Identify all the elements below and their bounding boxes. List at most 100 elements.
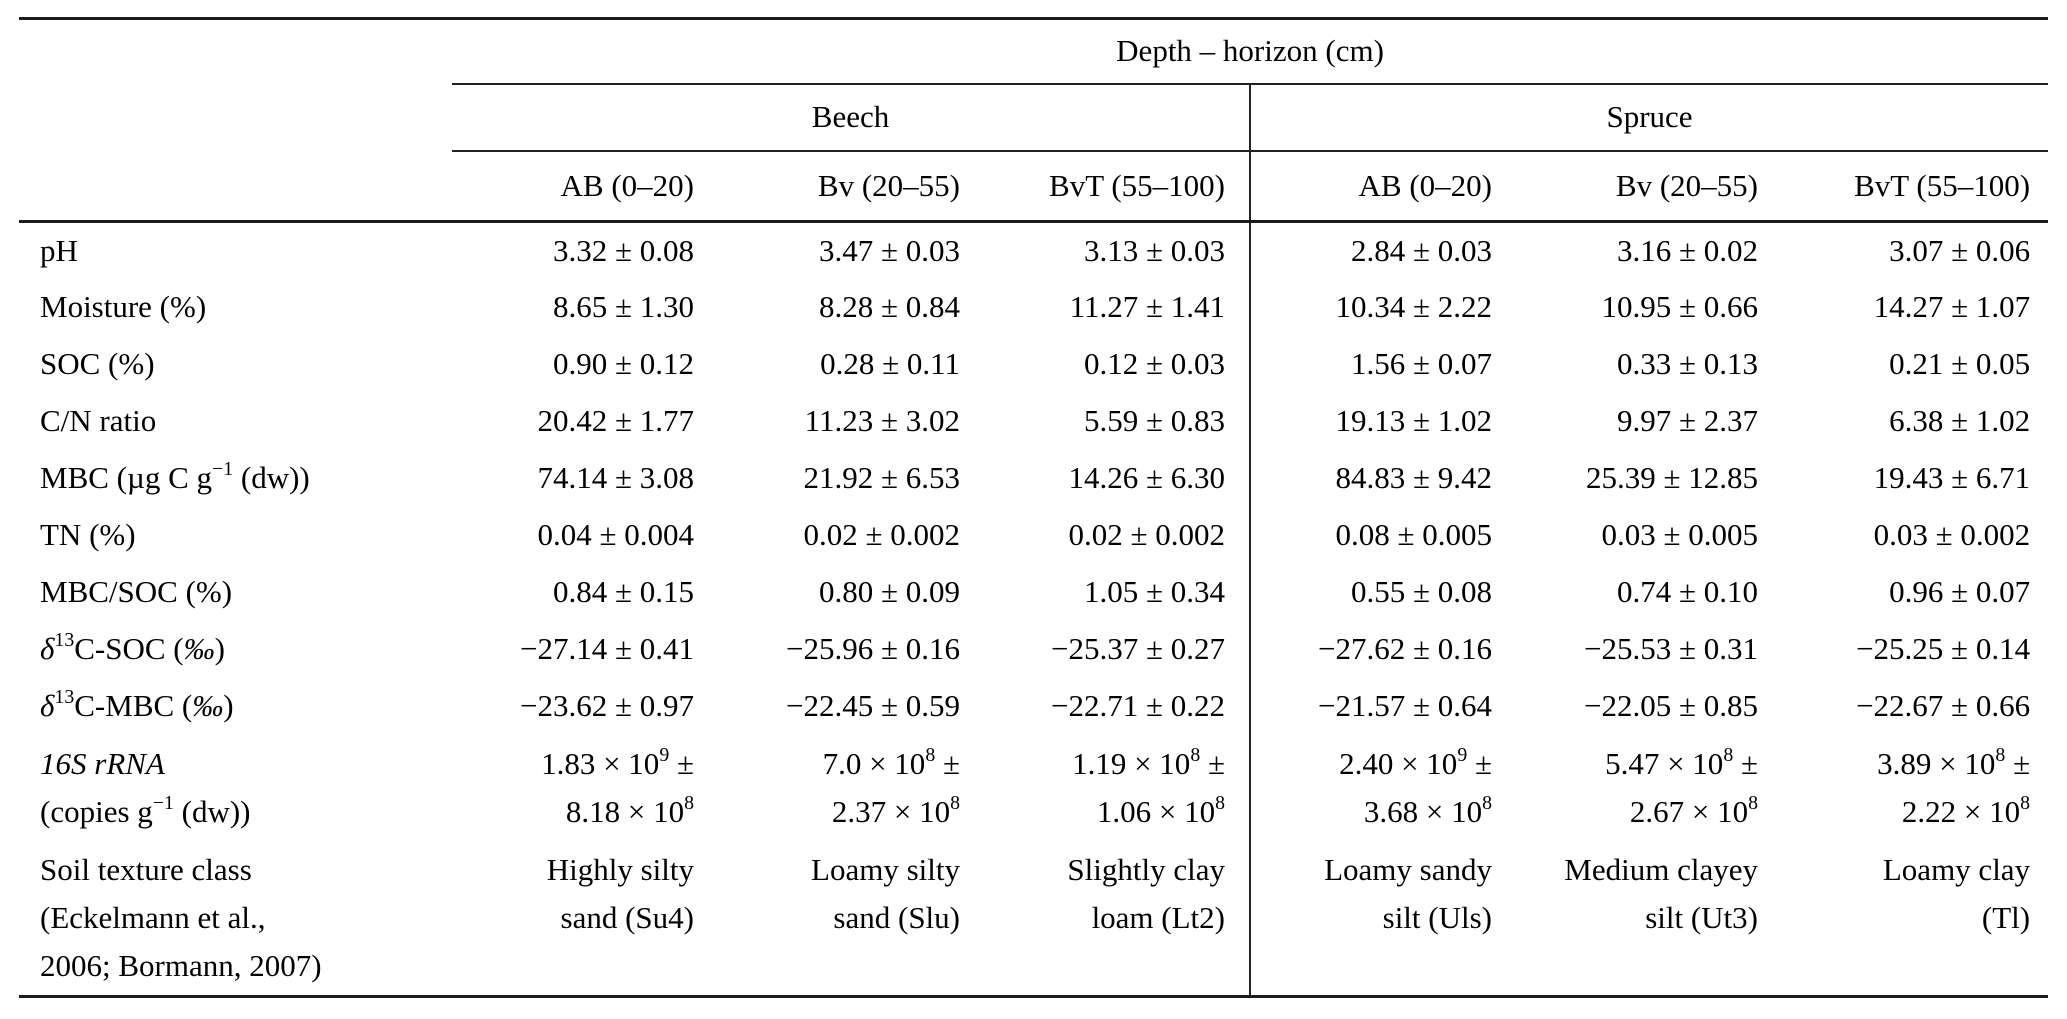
value-cell: 0.04 ± 0.004 bbox=[537, 517, 694, 552]
value-cell: 3.47 ± 0.03 bbox=[718, 220, 984, 279]
row-label-tn: TN (%) bbox=[40, 517, 136, 552]
value-cell: 25.39 ± 12.85 bbox=[1585, 460, 1758, 495]
value-cell: 0.02 ± 0.002 bbox=[1068, 517, 1225, 552]
value-cell: 0.12 ± 0.03 bbox=[1083, 346, 1225, 381]
value-cell: 1.56 ± 0.07 bbox=[1249, 335, 1516, 393]
column-header-beech-bv: Bv (20–55) bbox=[718, 149, 984, 222]
value-cell: −23.62 ± 0.97 bbox=[520, 688, 694, 723]
value-cell: 74.14 ± 3.08 bbox=[537, 460, 694, 495]
value-cell: 3.32 ± 0.08 bbox=[452, 220, 718, 279]
table-row-cn-ratio: C/N ratio 20.42 ± 1.77 11.23 ± 3.02 5.59 ± … bbox=[19, 392, 2048, 450]
value-cell: −25.25 ± 0.14 bbox=[1856, 631, 2031, 666]
row-label-cn-ratio: C/N ratio bbox=[40, 403, 157, 438]
table-body: pH 3.32 ± 0.08 3.47 ± 0.03 3.13 ± 0.03 2.84 … bbox=[19, 220, 2049, 998]
value-cell: Medium clayey silt (Ut3) bbox=[1516, 840, 1782, 998]
value-cell: 6.38 ± 1.02 bbox=[1889, 403, 2031, 438]
value-cell: −21.57 ± 0.64 bbox=[1249, 677, 1516, 735]
value-cell: 0.03 ± 0.002 bbox=[1873, 517, 2031, 552]
value-cell: −25.96 ± 0.16 bbox=[786, 631, 960, 666]
value-cell: Loamy sandy silt (Uls) bbox=[1249, 840, 1516, 998]
value-cell: 8.65 ± 1.30 bbox=[552, 289, 694, 324]
header-corner-cell bbox=[19, 84, 452, 151]
value-cell: −27.62 ± 0.16 bbox=[1249, 620, 1516, 678]
table-row-mbc-soc: MBC/SOC (%) 0.84 ± 0.15 0.80 ± 0.09 1.05 ± … bbox=[19, 563, 2048, 621]
value-cell: 9.97 ± 2.37 bbox=[1616, 403, 1758, 438]
value-cell: 0.55 ± 0.08 bbox=[1249, 563, 1516, 621]
column-header-spruce-bvt: BvT (55–100) bbox=[1782, 149, 2049, 222]
value-cell: 3.89 × 108 ±2.22 × 108 bbox=[1877, 743, 2031, 829]
value-cell: 3.07 ± 0.06 bbox=[1782, 220, 2049, 279]
table-row-d13c-mbc: δ13C-MBC (‰) −23.62 ± 0.97 −22.45 ± 0.59 −2… bbox=[19, 677, 2048, 735]
table-header: Depth – horizon (cm) Beech Spruce AB (0–… bbox=[19, 17, 2049, 222]
table-row-tn: TN (%) 0.04 ± 0.004 0.02 ± 0.002 0.02 ± 0.0… bbox=[19, 506, 2048, 564]
column-header-beech-ab: AB (0–20) bbox=[452, 149, 718, 222]
value-cell: 0.96 ± 0.07 bbox=[1889, 574, 2031, 609]
row-label-d13c-mbc: δ13C-MBC (‰) bbox=[40, 686, 234, 723]
value-cell: 19.43 ± 6.71 bbox=[1873, 460, 2031, 495]
row-label-16s-rrna: 16S rRNA (copies g−1 (dw)) bbox=[40, 745, 251, 829]
row-label-d13c-soc: δ13C-SOC (‰) bbox=[40, 629, 225, 666]
value-cell: 7.0 × 108 ±2.37 × 108 bbox=[822, 743, 960, 829]
table-row-moisture: Moisture (%) 8.65 ± 1.30 8.28 ± 0.84 11.27 … bbox=[19, 278, 2048, 336]
value-cell: 0.28 ± 0.11 bbox=[820, 346, 960, 381]
value-cell: 0.90 ± 0.12 bbox=[552, 346, 694, 381]
value-cell: 8.28 ± 0.84 bbox=[818, 289, 960, 324]
value-cell: −27.14 ± 0.41 bbox=[520, 631, 694, 666]
value-cell: −22.67 ± 0.66 bbox=[1856, 688, 2031, 723]
row-label-soc: SOC (%) bbox=[40, 346, 155, 381]
value-cell: 0.21 ± 0.05 bbox=[1889, 346, 2031, 381]
column-header-spruce-bv: Bv (20–55) bbox=[1516, 149, 1782, 222]
value-cell: 10.95 ± 0.66 bbox=[1601, 289, 1758, 324]
value-cell: 20.42 ± 1.77 bbox=[537, 403, 694, 438]
header-corner-cell bbox=[19, 151, 452, 222]
value-cell: 10.34 ± 2.22 bbox=[1249, 278, 1516, 336]
depth-header-row: Depth – horizon (cm) bbox=[19, 17, 2049, 84]
value-cell: −22.45 ± 0.59 bbox=[786, 688, 960, 723]
row-label-moisture: Moisture (%) bbox=[40, 289, 207, 324]
column-header-row: AB (0–20) Bv (20–55) BvT (55–100) AB (0–… bbox=[19, 149, 2049, 222]
value-cell: Slightly clay loam (Lt2) bbox=[984, 840, 1250, 998]
value-cell: −22.05 ± 0.85 bbox=[1584, 688, 1758, 723]
value-cell: −22.71 ± 0.22 bbox=[1051, 688, 1225, 723]
value-cell: 0.02 ± 0.002 bbox=[803, 517, 960, 552]
row-label-soil-texture: Soil texture class (Eckelmann et al., 2006… bbox=[19, 840, 452, 998]
row-label-ph: pH bbox=[19, 220, 452, 279]
group-header-spruce: Spruce bbox=[1248, 82, 2049, 151]
row-label-mbc: MBC (µg C g−1 (dw)) bbox=[40, 458, 310, 495]
depth-horizon-header: Depth – horizon (cm) bbox=[452, 17, 2049, 84]
value-cell: 84.83 ± 9.42 bbox=[1249, 449, 1516, 507]
value-cell: Loamy silty sand (Slu) bbox=[718, 840, 984, 998]
value-cell: 14.27 ± 1.07 bbox=[1873, 289, 2031, 324]
table-row-d13c-soc: δ13C-SOC (‰) −27.14 ± 0.41 −25.96 ± 0.16 −2… bbox=[19, 620, 2048, 678]
soil-properties-table: Depth – horizon (cm) Beech Spruce AB (0–… bbox=[19, 17, 2049, 998]
value-cell: 11.23 ± 3.02 bbox=[804, 403, 960, 438]
value-cell: 21.92 ± 6.53 bbox=[803, 460, 960, 495]
value-cell: −25.53 ± 0.31 bbox=[1584, 631, 1758, 666]
table-row-mbc: MBC (µg C g−1 (dw)) 74.14 ± 3.08 21.92 ± 6… bbox=[19, 449, 2048, 507]
group-header-row: Beech Spruce bbox=[19, 82, 2049, 151]
group-header-beech: Beech bbox=[452, 82, 1250, 151]
value-cell: 0.84 ± 0.15 bbox=[552, 574, 694, 609]
value-cell: 1.05 ± 0.34 bbox=[1083, 574, 1225, 609]
column-header-beech-bvt: BvT (55–100) bbox=[984, 149, 1250, 222]
value-cell: Loamy clay (Tl) bbox=[1782, 840, 2049, 998]
value-cell: 14.26 ± 6.30 bbox=[1068, 460, 1225, 495]
value-cell: 1.83 × 109 ±8.18 × 108 bbox=[541, 743, 694, 829]
table-row-ph: pH 3.32 ± 0.08 3.47 ± 0.03 3.13 ± 0.03 2.84 … bbox=[19, 220, 2049, 279]
table-row-soil-texture: Soil texture class (Eckelmann et al., 2006… bbox=[19, 840, 2049, 998]
value-cell: 5.47 × 108 ±2.67 × 108 bbox=[1605, 743, 1758, 829]
value-cell: 3.13 ± 0.03 bbox=[984, 220, 1250, 279]
column-header-spruce-ab: AB (0–20) bbox=[1249, 149, 1516, 222]
value-cell: −25.37 ± 0.27 bbox=[1051, 631, 1225, 666]
value-cell: 1.19 × 108 ±1.06 × 108 bbox=[1072, 743, 1225, 829]
value-cell: 3.16 ± 0.02 bbox=[1516, 220, 1782, 279]
value-cell: 0.80 ± 0.09 bbox=[818, 574, 960, 609]
header-corner-cell bbox=[19, 17, 452, 84]
table-row-16s-rrna: 16S rRNA (copies g−1 (dw)) 1.83 × 109 ±8.1… bbox=[19, 734, 2048, 841]
value-cell: 2.40 × 109 ±3.68 × 108 bbox=[1249, 734, 1516, 841]
value-cell: Highly silty sand (Su4) bbox=[452, 840, 718, 998]
value-cell: 19.13 ± 1.02 bbox=[1249, 392, 1516, 450]
value-cell: 0.08 ± 0.005 bbox=[1249, 506, 1516, 564]
value-cell: 11.27 ± 1.41 bbox=[1069, 289, 1225, 324]
